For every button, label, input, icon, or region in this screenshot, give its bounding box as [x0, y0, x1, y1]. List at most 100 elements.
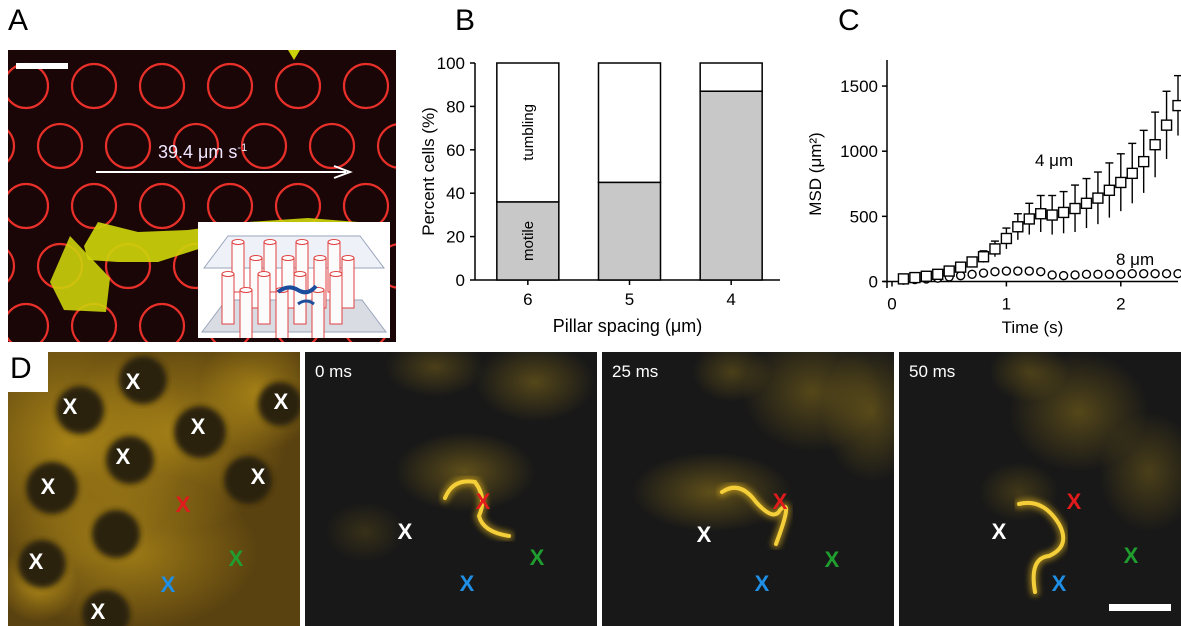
pillar-shadow — [18, 540, 66, 588]
point-4um — [1172, 99, 1181, 112]
y-tick-label: 500 — [850, 207, 878, 226]
pillar-ring — [274, 62, 322, 110]
pillar-marker-white: X — [991, 519, 1007, 544]
inset-schematic — [198, 222, 390, 341]
pillar-ring — [138, 182, 186, 230]
pillar-ring — [138, 302, 186, 342]
pillar-top — [221, 271, 235, 277]
pillar-cylinder — [341, 257, 355, 309]
panel-label-a: A — [8, 4, 29, 37]
pillar-marker-green: X — [529, 545, 545, 570]
glow-region — [475, 352, 595, 422]
frame-4: X X X X 50 ms — [899, 352, 1181, 626]
pillar-ring — [70, 182, 118, 230]
point-4um — [943, 265, 955, 277]
fluorescence-image — [632, 352, 894, 549]
point-4um — [1149, 138, 1161, 151]
pillar-cylinder — [311, 289, 325, 341]
point-4um — [1137, 155, 1150, 168]
trypanosome-icon — [297, 299, 315, 306]
pillar-ring — [8, 249, 16, 283]
fluorescence-image — [8, 352, 300, 626]
pillar-cylinder — [239, 289, 253, 341]
point-4um — [989, 243, 1001, 255]
point-8um — [978, 268, 989, 278]
point-8um — [1161, 268, 1172, 279]
pillar-marker-white: X — [90, 599, 106, 624]
pillar-cylinder — [293, 273, 307, 325]
chart-b: 0 20 40 60 80 100 6 5 4 motile tumbling Pillar spac… — [419, 54, 780, 336]
y-axis-label: Percent cells (%) — [419, 107, 438, 235]
pillar-marker-green: X — [228, 546, 244, 571]
x-axis-label: Time (s) — [1002, 318, 1064, 337]
point-4um — [897, 273, 910, 285]
bar-motile-5 — [597, 181, 662, 281]
glow-region — [989, 352, 1069, 402]
pillar-marker-blue: X — [160, 572, 176, 597]
pillar-marker-blue: X — [754, 571, 770, 596]
pillar-top — [239, 287, 253, 293]
pillar-marker-white: X — [115, 444, 131, 469]
bacterium-cell — [50, 236, 110, 312]
pillar-cylinder — [221, 273, 235, 325]
point-4um — [1092, 192, 1104, 204]
pillar-marker-white: X — [696, 522, 712, 547]
y-tick-label: 80 — [446, 97, 465, 116]
point-8um — [1001, 266, 1012, 276]
pillar-ring — [8, 129, 16, 163]
pillar-top — [263, 239, 277, 245]
point-4um — [909, 271, 921, 284]
point-8um — [1058, 270, 1069, 281]
x-tick-label: 5 — [625, 290, 634, 309]
pillar-marker-white: X — [40, 474, 56, 499]
pillar-marker-white: X — [397, 519, 413, 544]
pillar-ring — [376, 123, 396, 169]
x-tick-label: 1 — [1002, 294, 1011, 313]
frame-3: X X X X 25 ms — [602, 352, 894, 626]
point-4um — [1069, 202, 1081, 215]
point-8um — [1116, 269, 1126, 280]
frame-2: X X X X 0 ms — [305, 352, 597, 626]
glow-region — [692, 352, 772, 402]
scale-bar — [16, 63, 68, 69]
pillar-shadow — [119, 356, 167, 404]
point-4um — [954, 261, 967, 273]
bar-tumbling-6 — [496, 62, 560, 203]
pillar-top — [295, 239, 309, 245]
timestamp-label: 50 ms — [909, 362, 956, 381]
glow-region — [632, 452, 792, 532]
point-4um — [1126, 167, 1138, 180]
point-4um — [1160, 119, 1173, 131]
pillar-top — [257, 271, 271, 277]
pillar-marker-white: X — [250, 464, 266, 489]
pillar-marker-red: X — [1066, 489, 1082, 514]
point-8um — [1013, 266, 1023, 276]
point-8um — [1081, 269, 1092, 280]
y-tick-label: 1000 — [840, 142, 878, 161]
pillar-marker-white: X — [125, 369, 141, 394]
point-4um — [977, 251, 990, 263]
point-4um — [1000, 232, 1013, 245]
bar-tumbling-4 — [699, 62, 763, 92]
pillar-marker-red: X — [175, 492, 191, 517]
pillar-top — [249, 255, 263, 261]
point-8um — [1127, 268, 1137, 279]
glow-region — [395, 432, 535, 512]
speed-label: 39.4 μm s-1 — [158, 142, 248, 162]
pillar-top — [293, 271, 307, 277]
fluorescence-image — [325, 352, 595, 562]
point-4um — [1046, 209, 1058, 221]
pillar-ring — [138, 62, 186, 110]
pillar-ring — [308, 122, 356, 170]
point-4um — [1080, 197, 1093, 210]
x-tick-label: 4 — [726, 290, 735, 309]
timestamp-label: 0 ms — [315, 362, 352, 381]
point-4um — [1023, 213, 1035, 225]
pillar-shadow — [224, 456, 272, 504]
glow-region — [822, 352, 894, 482]
pillar-marker-white: X — [273, 389, 289, 414]
pillar-ring — [206, 62, 254, 110]
pillar-marker-blue: X — [459, 571, 475, 596]
timestamp-label: 25 ms — [612, 362, 659, 381]
frame-1: X X X X X X X X X X X X — [8, 352, 300, 626]
